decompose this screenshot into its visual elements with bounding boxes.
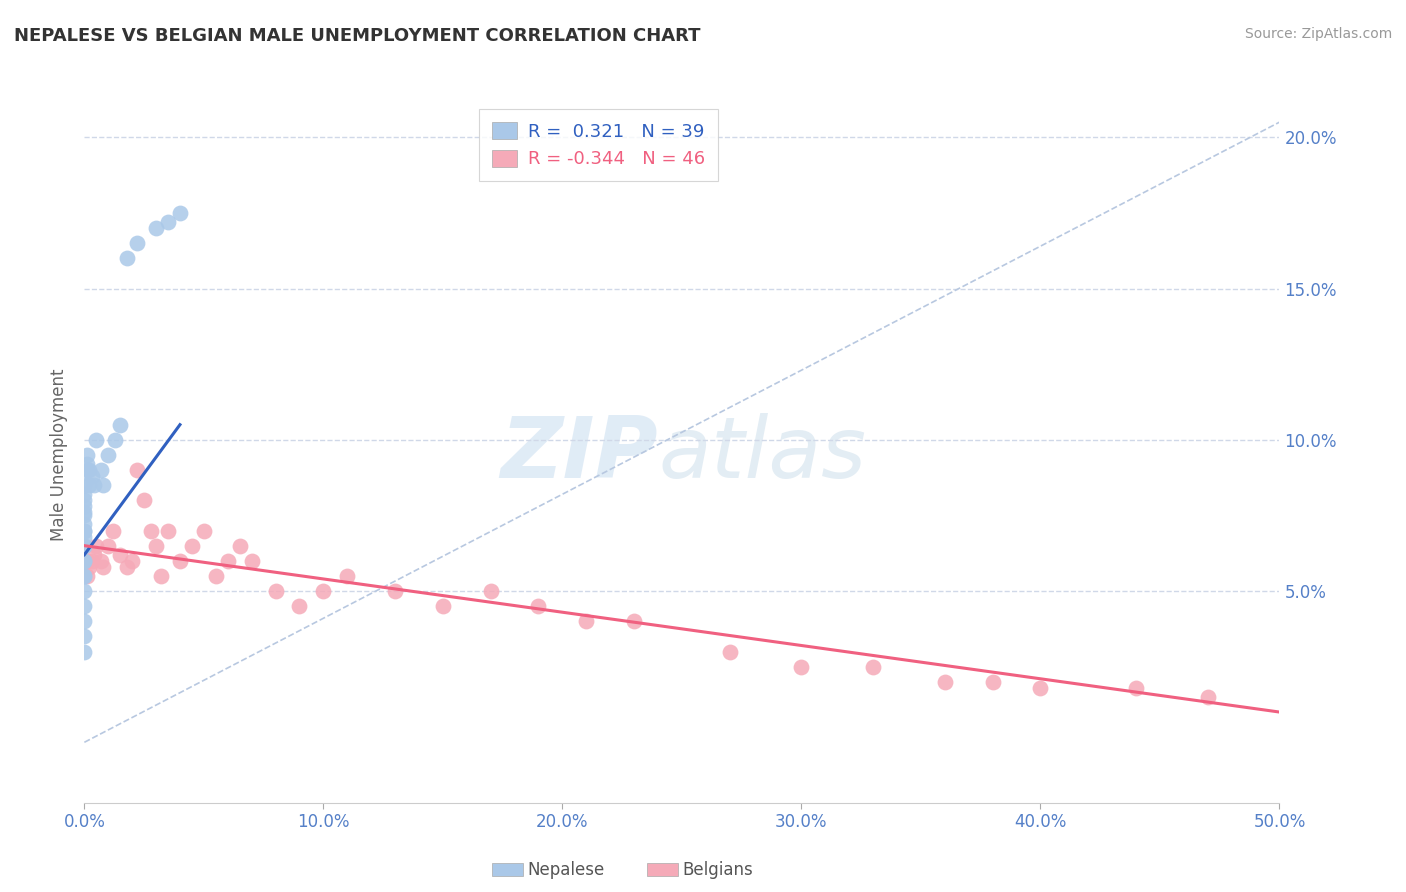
Point xyxy=(73,524,96,538)
Point xyxy=(157,524,180,538)
Point xyxy=(76,569,98,583)
Point xyxy=(73,493,96,508)
Point xyxy=(217,554,239,568)
Point xyxy=(141,524,163,538)
Point xyxy=(527,599,550,614)
Point xyxy=(110,417,132,432)
Point xyxy=(862,659,884,673)
Point xyxy=(336,569,359,583)
Point xyxy=(93,478,115,492)
Point xyxy=(132,493,156,508)
Point xyxy=(121,554,143,568)
Point xyxy=(384,584,406,599)
Point xyxy=(623,615,645,629)
Point xyxy=(981,674,1004,689)
Text: NEPALESE VS BELGIAN MALE UNEMPLOYMENT CORRELATION CHART: NEPALESE VS BELGIAN MALE UNEMPLOYMENT CO… xyxy=(14,27,700,45)
Point xyxy=(101,524,124,538)
Legend: R =  0.321   N = 39, R = -0.344   N = 46: R = 0.321 N = 39, R = -0.344 N = 46 xyxy=(479,109,717,181)
Point xyxy=(73,584,96,599)
Point xyxy=(73,517,96,532)
Point xyxy=(73,569,96,583)
Point xyxy=(73,539,96,553)
Text: atlas: atlas xyxy=(658,413,866,497)
Point xyxy=(73,554,96,568)
Point xyxy=(73,508,96,523)
Point xyxy=(73,599,96,614)
Point xyxy=(145,539,167,553)
Point xyxy=(432,599,454,614)
Point xyxy=(76,457,98,471)
Point xyxy=(73,478,96,492)
Point xyxy=(93,559,115,574)
Point xyxy=(73,554,96,568)
Point xyxy=(288,599,311,614)
Point xyxy=(125,236,148,251)
Point xyxy=(76,448,98,462)
Point xyxy=(80,554,103,568)
Point xyxy=(110,548,132,562)
Point xyxy=(169,206,191,220)
Point xyxy=(77,478,100,492)
Point xyxy=(73,644,96,658)
Point xyxy=(157,215,180,229)
Point xyxy=(575,615,598,629)
Y-axis label: Male Unemployment: Male Unemployment xyxy=(51,368,69,541)
Point xyxy=(479,584,502,599)
Point xyxy=(86,539,108,553)
Point xyxy=(934,674,956,689)
Text: Nepalese: Nepalese xyxy=(527,861,605,879)
Point xyxy=(83,548,105,562)
Point xyxy=(312,584,335,599)
Point xyxy=(718,644,741,658)
Point xyxy=(117,252,139,266)
Point xyxy=(73,487,96,501)
Text: ZIP: ZIP xyxy=(501,413,658,497)
Point xyxy=(76,463,98,477)
Point xyxy=(73,500,96,514)
Point xyxy=(145,221,167,235)
Point xyxy=(73,615,96,629)
Point xyxy=(117,559,139,574)
Point xyxy=(193,524,215,538)
Point xyxy=(169,554,191,568)
Point xyxy=(73,629,96,643)
Point xyxy=(264,584,287,599)
Point xyxy=(86,433,108,447)
Point xyxy=(83,478,105,492)
Point xyxy=(76,554,98,568)
Point xyxy=(205,569,228,583)
Text: Source: ZipAtlas.com: Source: ZipAtlas.com xyxy=(1244,27,1392,41)
Point xyxy=(180,539,202,553)
Point xyxy=(73,505,96,519)
Point xyxy=(73,524,96,538)
Point xyxy=(73,539,96,553)
Point xyxy=(73,569,96,583)
Point xyxy=(97,448,120,462)
Point xyxy=(90,554,112,568)
Point xyxy=(77,559,100,574)
Point xyxy=(240,554,263,568)
Point xyxy=(90,463,112,477)
Point xyxy=(97,539,120,553)
Point xyxy=(790,659,813,673)
Point xyxy=(77,463,100,477)
Point xyxy=(228,539,252,553)
Point xyxy=(104,433,127,447)
Point xyxy=(73,554,96,568)
Point xyxy=(73,530,96,544)
Point xyxy=(1029,681,1052,695)
Point xyxy=(73,539,96,553)
Point xyxy=(125,463,148,477)
Text: Belgians: Belgians xyxy=(682,861,752,879)
Point xyxy=(149,569,172,583)
Point xyxy=(80,469,103,483)
Point xyxy=(1197,690,1219,704)
Point xyxy=(1125,681,1147,695)
